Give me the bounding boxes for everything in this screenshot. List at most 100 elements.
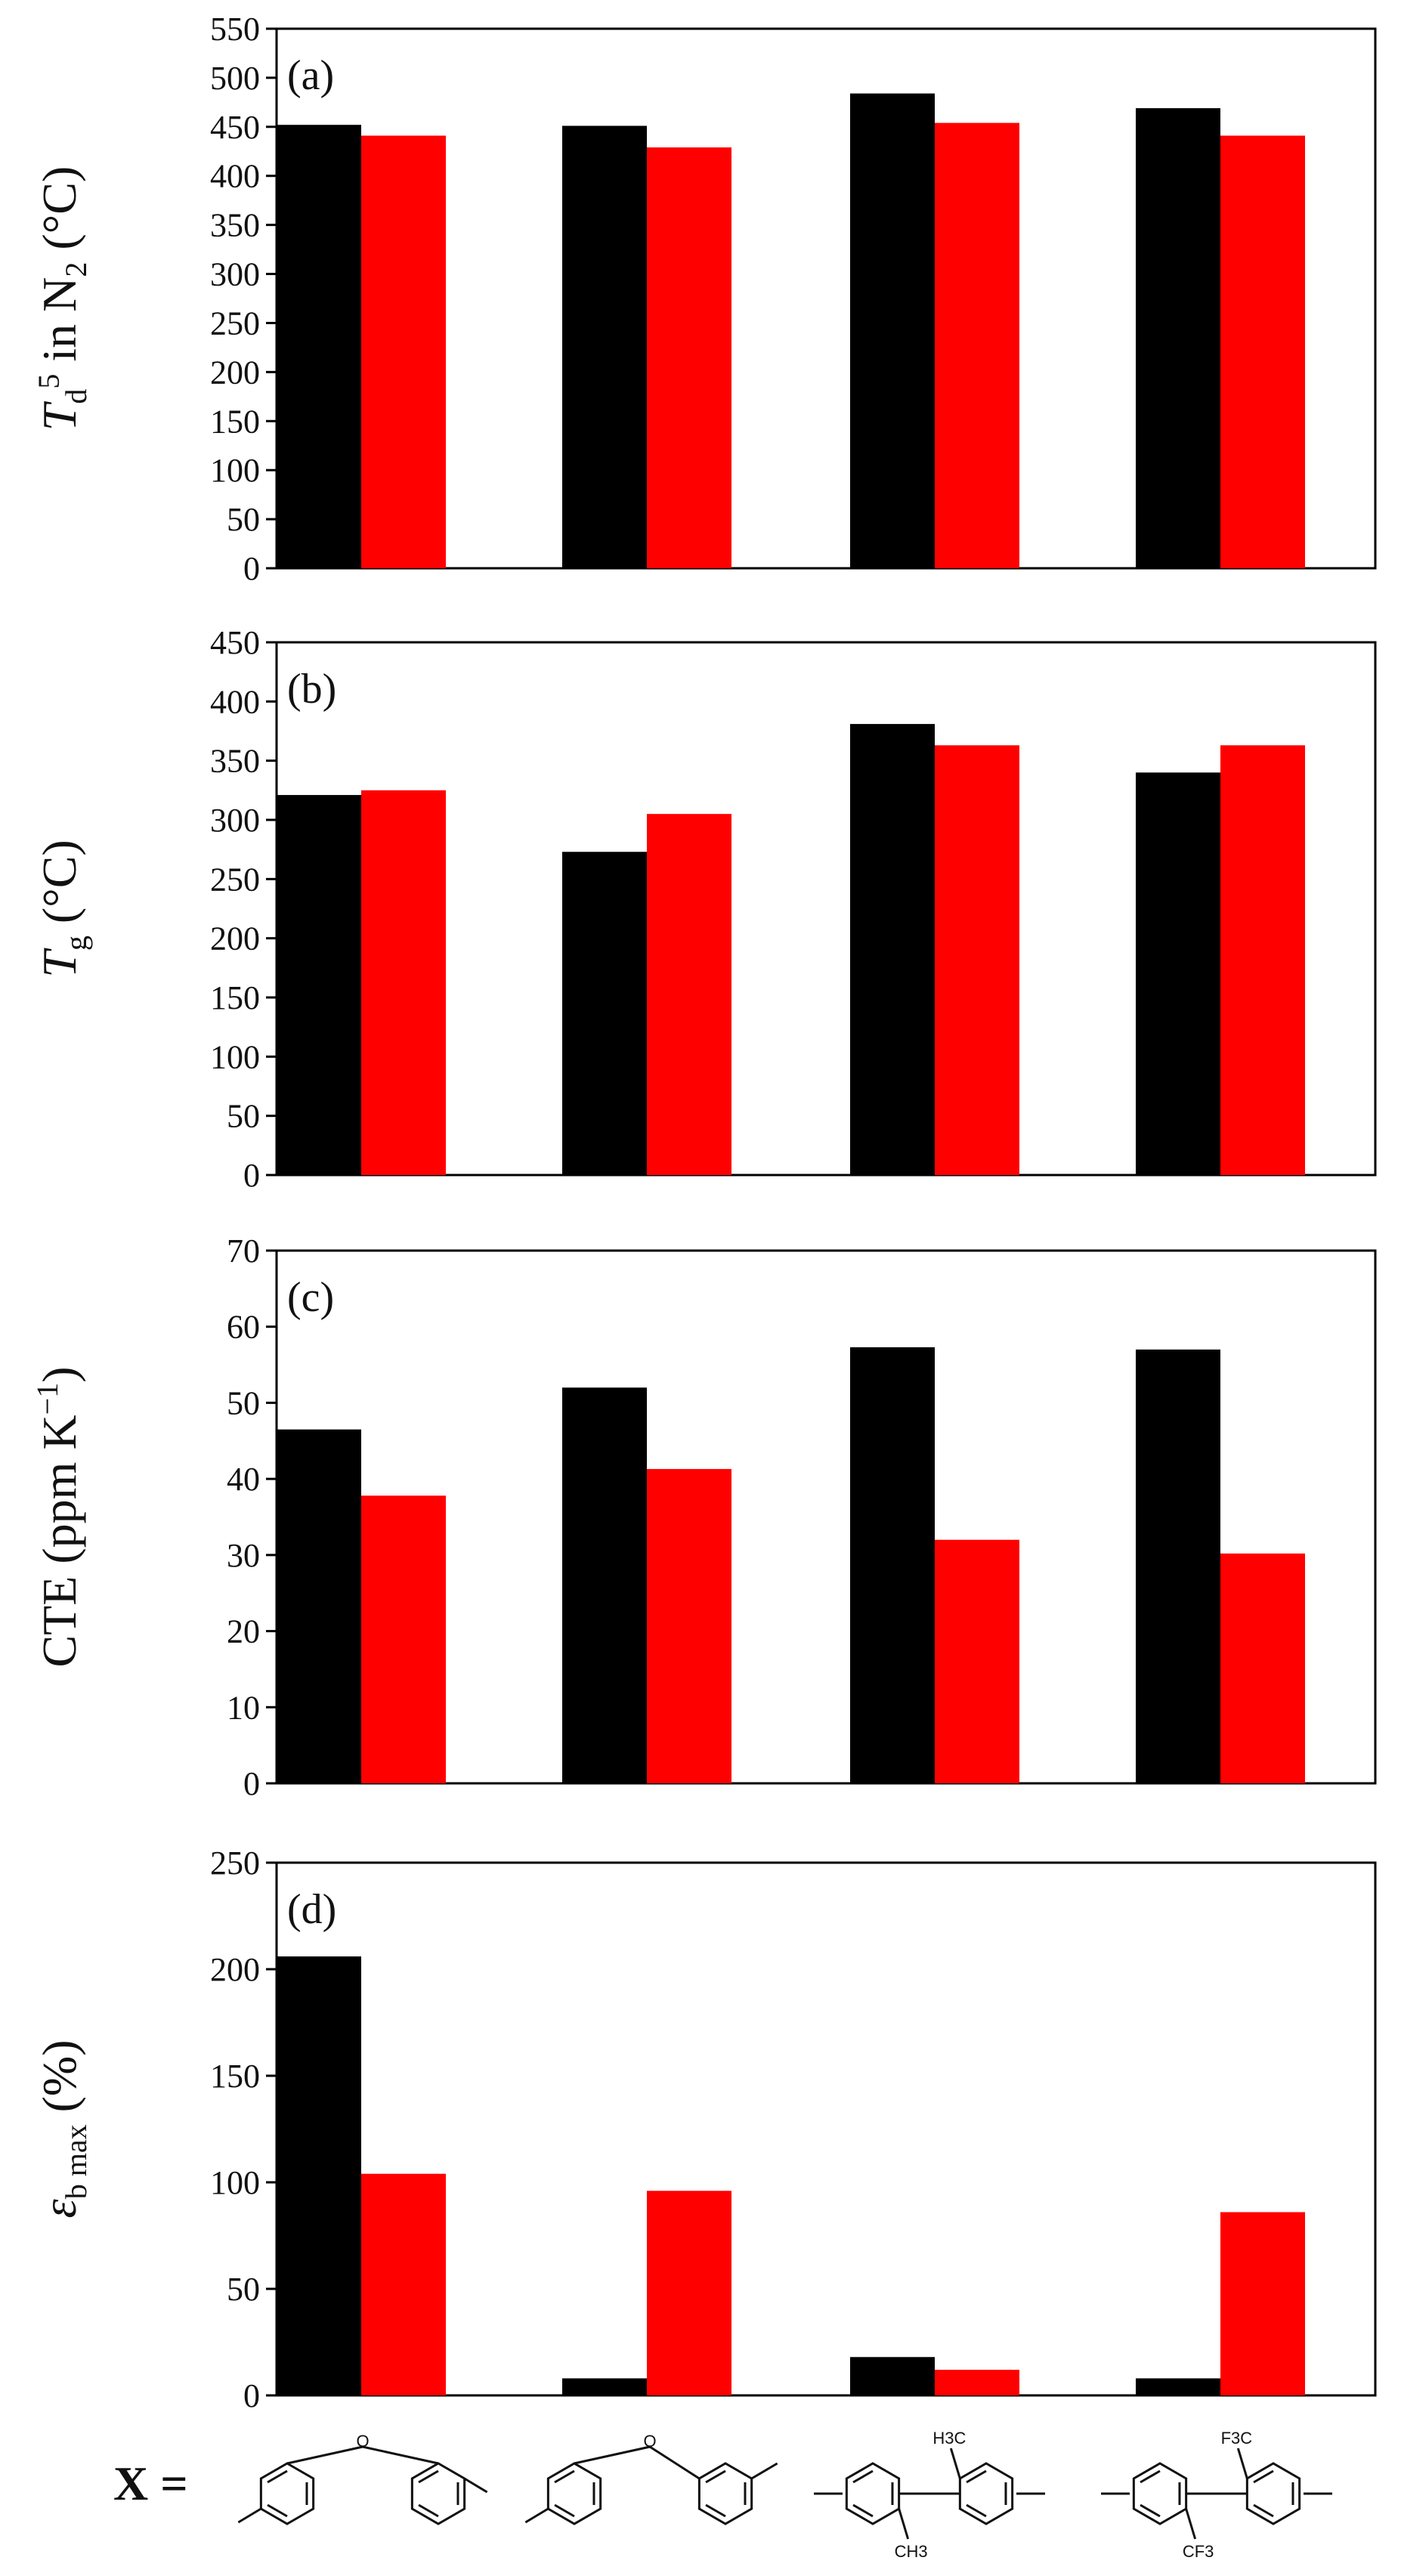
bar-series-red-2 bbox=[647, 814, 731, 1175]
y-tick-label: 10 bbox=[227, 1689, 260, 1726]
y-tick-label: 0 bbox=[243, 1157, 260, 1194]
double-bond bbox=[418, 2469, 439, 2484]
y-tick-label: 300 bbox=[210, 802, 260, 839]
y-tick-label: 350 bbox=[210, 743, 260, 780]
y-tick-label: 200 bbox=[210, 1951, 260, 1988]
y-axis-title-unit: ) bbox=[32, 1366, 86, 1382]
panel-label: (d) bbox=[287, 1886, 336, 1933]
y-tick-label: 40 bbox=[227, 1461, 260, 1498]
panel-label: (b) bbox=[287, 666, 336, 713]
y-tick-label: 150 bbox=[210, 979, 260, 1016]
bond bbox=[649, 2445, 700, 2480]
bar-series-red-4 bbox=[1220, 2212, 1305, 2395]
bar-series-black-1 bbox=[277, 1429, 361, 1783]
bar-series-red-3 bbox=[935, 745, 1019, 1175]
bar-series-black-4 bbox=[1136, 108, 1220, 569]
structure-tfmb: F3C CF3 bbox=[1101, 2429, 1332, 2561]
x-prefix: X = bbox=[113, 2457, 188, 2510]
y-tick-label: 400 bbox=[210, 158, 260, 195]
y-tick-label: 250 bbox=[210, 1845, 260, 1882]
bar-series-red-3 bbox=[935, 122, 1019, 568]
bar-series-red-2 bbox=[647, 2191, 731, 2395]
panel-d: 0 50 100 150 200 250 (d) εb max (%) bbox=[32, 1845, 1377, 2414]
structure-m-tolidine: H3C CH3 bbox=[814, 2429, 1045, 2561]
bond bbox=[1236, 2448, 1248, 2479]
structure-4-4-oda: O bbox=[237, 2432, 488, 2525]
bar-series-red-4 bbox=[1220, 135, 1305, 568]
bar-series-red-1 bbox=[361, 790, 446, 1175]
bar-series-red-2 bbox=[647, 1469, 731, 1783]
double-bond bbox=[267, 2503, 288, 2518]
bond bbox=[286, 2445, 363, 2465]
bar-series-black-2 bbox=[562, 1387, 647, 1783]
y-axis-title-sup: 5 bbox=[32, 374, 66, 389]
bar-series-red-3 bbox=[935, 1539, 1019, 1783]
bar-series-black-3 bbox=[850, 724, 935, 1175]
bond bbox=[574, 2445, 651, 2465]
bar-series-red-1 bbox=[361, 135, 446, 568]
y-tick-label: 100 bbox=[210, 452, 260, 489]
benzene-ring bbox=[259, 2462, 315, 2525]
y-tick-label: 0 bbox=[243, 1765, 260, 1802]
y-tick-label: 100 bbox=[210, 1038, 260, 1075]
bar-series-red-1 bbox=[361, 1495, 446, 1783]
y-tick-label: 450 bbox=[210, 624, 260, 661]
benzene-ring bbox=[1132, 2462, 1188, 2525]
double-bond bbox=[267, 2469, 288, 2484]
bond bbox=[750, 2462, 778, 2480]
y-tick-label: 0 bbox=[243, 550, 260, 587]
double-bond bbox=[852, 2469, 874, 2484]
bond bbox=[898, 2508, 910, 2540]
y-axis-title-sub: g bbox=[59, 935, 93, 951]
double-bond bbox=[966, 2503, 987, 2518]
bond bbox=[1185, 2508, 1197, 2540]
y-tick-label: 250 bbox=[210, 861, 260, 898]
bar-series-red-4 bbox=[1220, 745, 1305, 1175]
bar-series-black-1 bbox=[277, 1956, 361, 2395]
y-axis-title-sup: −1 bbox=[30, 1383, 64, 1415]
bar-series-black-4 bbox=[1136, 1349, 1220, 1783]
double-bond bbox=[418, 2503, 439, 2518]
atom-label: CF3 bbox=[1183, 2542, 1214, 2561]
bar-series-black-1 bbox=[277, 795, 361, 1175]
panel-label: (a) bbox=[287, 52, 334, 99]
bar-series-red-1 bbox=[361, 2173, 446, 2395]
panel-b: 0 50 100 150 200 250 300 350 400 450 (b) Tg (°C) bbox=[32, 624, 1377, 1194]
panel-c: 0 10 20 30 40 50 60 70 (c) CTE (ppm K−1) bbox=[30, 1232, 1377, 1802]
benzene-ring bbox=[845, 2462, 901, 2525]
benzene-ring bbox=[410, 2462, 466, 2525]
y-axis-title: CTE (ppm K−1) bbox=[30, 1366, 86, 1667]
bar-series-black-2 bbox=[562, 852, 647, 1175]
bar-series-black-4 bbox=[1136, 772, 1220, 1175]
bond bbox=[949, 2448, 961, 2479]
y-tick-label: 50 bbox=[227, 1384, 260, 1421]
y-axis-title-unit: (°C) bbox=[32, 166, 86, 262]
bar-series-red-3 bbox=[935, 2370, 1019, 2395]
y-tick-label: 350 bbox=[210, 207, 260, 244]
y-tick-label: 150 bbox=[210, 2058, 260, 2095]
bond bbox=[237, 2507, 262, 2524]
y-axis-title-main: T bbox=[32, 948, 86, 978]
atom-label: CH3 bbox=[895, 2542, 928, 2561]
panel-label: (c) bbox=[287, 1274, 334, 1321]
benzene-ring bbox=[958, 2462, 1014, 2525]
y-tick-label: 400 bbox=[210, 683, 260, 720]
y-axis-title-sub2: 2 bbox=[59, 262, 93, 277]
double-bond bbox=[966, 2469, 987, 2484]
bar-series-black-1 bbox=[277, 125, 361, 569]
y-tick-label: 50 bbox=[227, 2271, 260, 2308]
y-tick-label: 200 bbox=[210, 354, 260, 391]
y-tick-label: 50 bbox=[227, 501, 260, 538]
y-tick-label: 20 bbox=[227, 1613, 260, 1650]
y-tick-label: 150 bbox=[210, 403, 260, 440]
bar-series-red-4 bbox=[1220, 1553, 1305, 1783]
y-axis-title-unit: (%) bbox=[32, 2039, 86, 2124]
y-tick-label: 500 bbox=[210, 60, 260, 97]
y-axis-title-main: CTE (ppm K bbox=[32, 1415, 86, 1667]
double-bond bbox=[705, 2503, 726, 2518]
panel-a: 0 50 100 150 200 250 300 350 400 450 500 550 (a) Td5 … bbox=[32, 11, 1377, 587]
y-tick-label: 550 bbox=[210, 11, 260, 48]
benzene-ring bbox=[697, 2462, 753, 2525]
double-bond bbox=[554, 2469, 575, 2484]
bar-series-black-3 bbox=[850, 1347, 935, 1783]
